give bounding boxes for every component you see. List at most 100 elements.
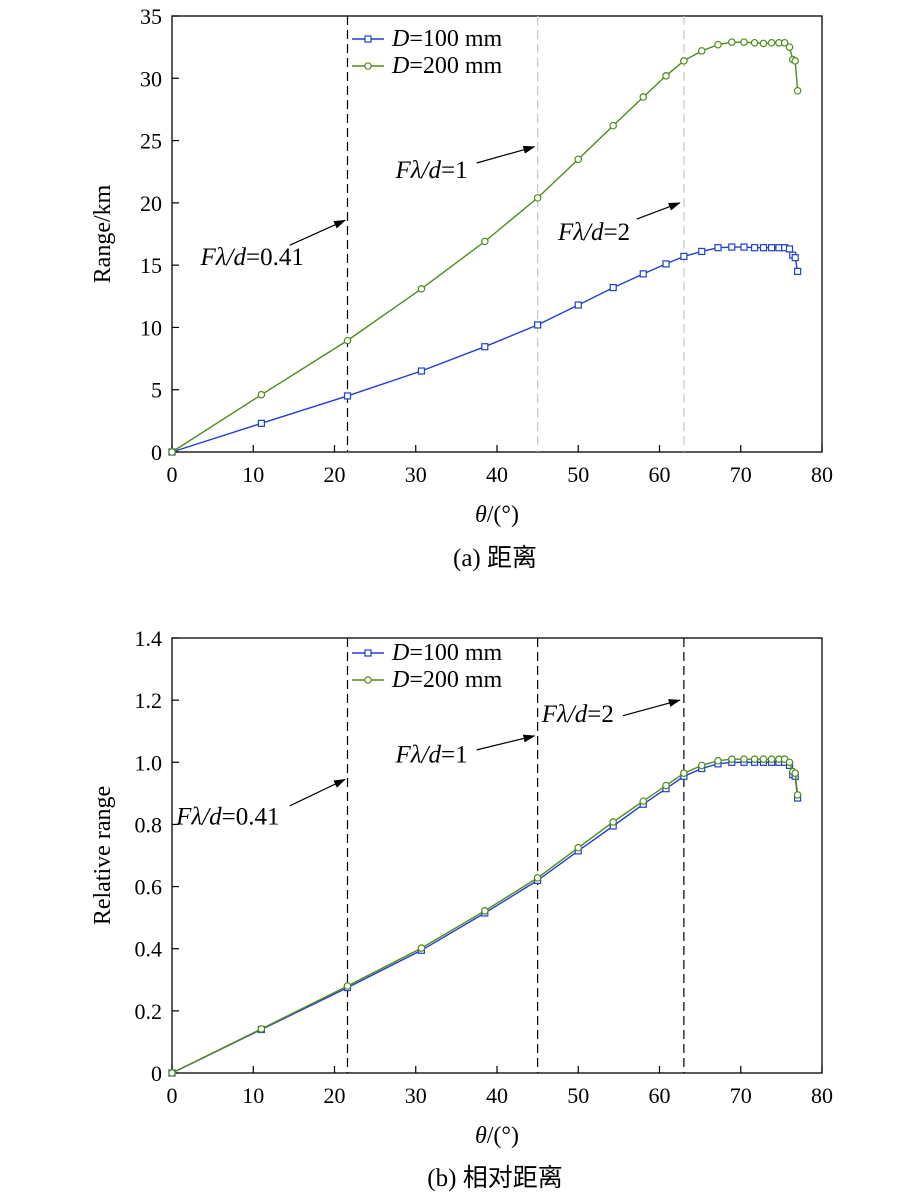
data-point: [791, 769, 799, 777]
data-point: [759, 244, 768, 252]
plot-frame: [171, 15, 823, 453]
x-tick-label: 40: [486, 1083, 508, 1108]
data-point: [750, 244, 759, 252]
data-point: [639, 93, 648, 101]
legend-marker: [364, 676, 372, 684]
data-point: [533, 194, 542, 202]
x-tick-label: 30: [405, 462, 427, 487]
data-point: [791, 57, 799, 65]
y-tick-label: 0.6: [135, 875, 163, 900]
annotation-label: Fλ/d=0.41: [199, 244, 303, 271]
data-point: [698, 247, 706, 256]
x-tick-label: 10: [242, 1083, 264, 1108]
annotation-label: Fλ/d=0.41: [175, 803, 279, 830]
data-point: [759, 39, 768, 48]
plot-frame: [171, 637, 823, 1074]
x-tick-label: 80: [811, 1083, 833, 1108]
data-point: [343, 392, 352, 400]
y-tick-label: 20: [140, 191, 162, 216]
figure-caption: (a) 距离: [453, 544, 537, 572]
annotation-label: Fλ/d=2: [557, 219, 630, 246]
data-point: [257, 390, 266, 399]
data-point: [417, 367, 426, 375]
x-tick-label: 70: [730, 1083, 752, 1108]
data-point: [481, 907, 489, 915]
data-point: [680, 252, 688, 261]
data-point: [662, 71, 670, 80]
legend-marker: [364, 62, 372, 70]
data-point: [574, 155, 583, 164]
annotation-arrow: [289, 219, 346, 246]
legend-marker: [364, 649, 372, 657]
x-tick-label: 70: [730, 462, 752, 487]
data-point: [662, 781, 670, 790]
data-point: [417, 285, 426, 293]
x-tick-label: 10: [242, 462, 264, 487]
data-point: [417, 944, 426, 952]
y-tick-label: 1.0: [135, 750, 163, 775]
y-axis-label: Relative range: [90, 786, 116, 925]
data-point: [767, 38, 776, 47]
data-point: [481, 237, 489, 246]
x-tick-label: 60: [649, 1083, 671, 1108]
annotation-arrow: [636, 202, 681, 220]
y-tick-label: 0.8: [135, 812, 163, 837]
annotation-arrow: [622, 699, 681, 717]
data-point: [780, 38, 789, 47]
legend-label: D=100 mm: [391, 640, 503, 666]
data-point: [697, 761, 706, 770]
y-tick-label: 0.2: [135, 999, 163, 1024]
annotation-arrow: [476, 734, 536, 751]
data-point: [750, 755, 759, 763]
legend-label: D=100 mm: [391, 26, 503, 52]
legend-label: D=200 mm: [391, 667, 503, 693]
data-point: [257, 419, 265, 427]
data-point: [714, 244, 722, 252]
data-point: [750, 38, 759, 47]
annotation-arrow: [289, 778, 346, 807]
x-axis-label: θ/(°): [475, 1123, 519, 1149]
annotation-label: Fλ/d=1: [394, 157, 467, 184]
data-point: [740, 243, 748, 251]
legend-marker: [364, 35, 372, 43]
data-point: [728, 243, 736, 251]
data-point: [759, 755, 768, 763]
y-tick-label: 10: [140, 315, 162, 340]
annotation-arrow: [476, 145, 536, 164]
data-point: [793, 86, 802, 95]
y-tick-label: 0: [151, 1061, 162, 1086]
data-point: [639, 270, 647, 278]
data-point: [533, 874, 542, 882]
x-tick-label: 0: [167, 1083, 178, 1108]
data-point: [168, 448, 176, 456]
data-point: [785, 43, 794, 51]
data-point: [680, 769, 688, 777]
data-point: [768, 244, 776, 252]
x-tick-label: 20: [324, 462, 346, 487]
data-point: [740, 755, 748, 763]
x-tick-label: 0: [167, 462, 178, 487]
data-point: [574, 301, 582, 309]
data-point: [257, 1025, 266, 1033]
y-tick-label: 1.2: [135, 688, 163, 713]
data-point: [574, 843, 583, 852]
data-point: [791, 254, 799, 262]
y-tick-label: 0.4: [135, 937, 163, 962]
annotation-label: Fλ/d=2: [541, 701, 614, 728]
data-point: [481, 343, 489, 351]
y-tick-label: 5: [151, 378, 162, 403]
x-tick-label: 80: [811, 462, 833, 487]
data-point: [767, 755, 776, 763]
y-tick-label: 0: [151, 440, 162, 465]
data-point: [728, 38, 736, 46]
y-tick-label: 35: [140, 4, 162, 29]
data-point: [534, 321, 542, 329]
data-point: [714, 756, 722, 765]
data-point: [697, 47, 706, 55]
x-tick-label: 50: [567, 462, 589, 487]
data-point: [714, 40, 722, 49]
y-tick-label: 30: [140, 66, 162, 91]
x-tick-label: 20: [324, 1083, 346, 1108]
y-axis-label: Range/km: [90, 184, 116, 283]
